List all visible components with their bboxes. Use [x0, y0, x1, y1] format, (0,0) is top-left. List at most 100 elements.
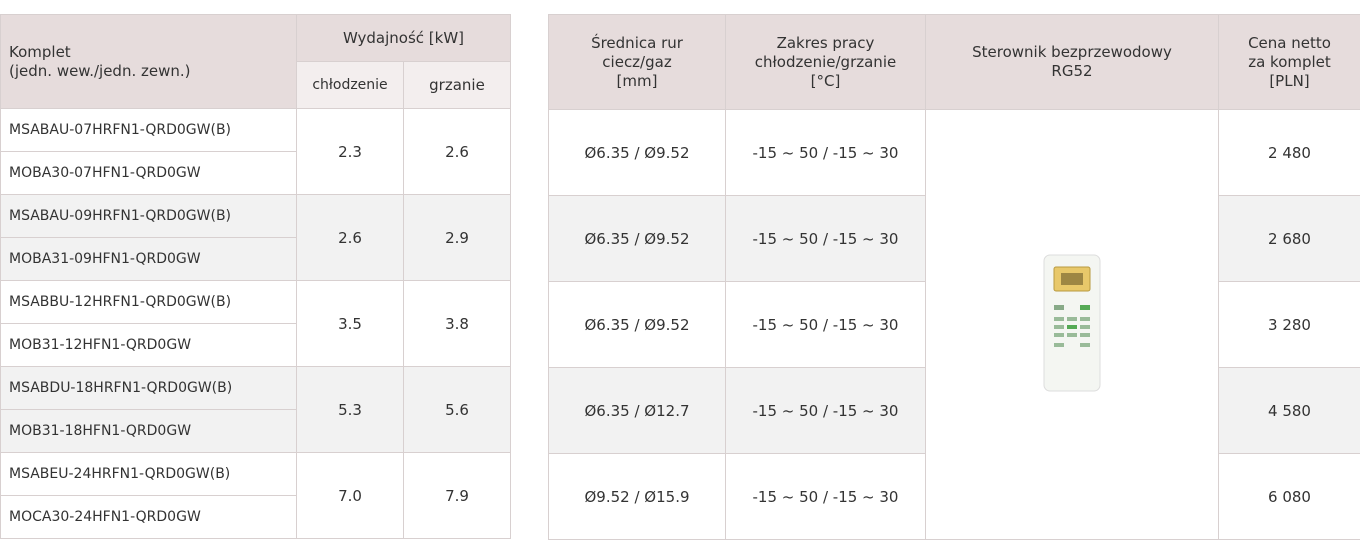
- text: 7.0: [338, 487, 362, 505]
- text-line: Sterownik bezprzewodowy: [934, 43, 1210, 62]
- controller-image-cell: [926, 110, 1219, 540]
- outdoor-unit: MOBA31-09HFN1-QRD0GW: [1, 238, 297, 281]
- left-table: Komplet(jedn. wew./jedn. zewn.) Wydajność…: [0, 14, 511, 539]
- text: MSABAU-09HRFN1-QRD0GW(B): [9, 208, 231, 224]
- text: MSABAU-07HRFN1-QRD0GW(B): [9, 122, 231, 138]
- price: 4 580: [1219, 368, 1360, 454]
- text: Ø9.52 / Ø15.9: [585, 488, 690, 506]
- text-line: chłodzenie/grzanie: [734, 53, 917, 72]
- text: 6 080: [1268, 488, 1311, 506]
- text: 3 280: [1268, 316, 1311, 334]
- text: Ø6.35 / Ø9.52: [585, 316, 690, 334]
- text: -15 ~ 50 / -15 ~ 30: [753, 316, 899, 334]
- range: -15 ~ 50 / -15 ~ 30: [726, 110, 926, 196]
- text: 4 580: [1268, 402, 1311, 420]
- text: MOB31-18HFN1-QRD0GW: [9, 423, 191, 439]
- outdoor-unit: MOBA30-07HFN1-QRD0GW: [1, 152, 297, 195]
- text: 2 680: [1268, 230, 1311, 248]
- remote-image: [1042, 253, 1102, 393]
- indoor-unit: MSABEU-24HRFN1-QRD0GW(B): [1, 453, 297, 496]
- heating: 7.9: [404, 453, 511, 539]
- text: grzanie: [429, 76, 485, 94]
- text-line: Zakres pracy: [734, 34, 917, 53]
- text: -15 ~ 50 / -15 ~ 30: [753, 144, 899, 162]
- text: MOB31-12HFN1-QRD0GW: [9, 337, 191, 353]
- text: MSABBU-12HRFN1-QRD0GW(B): [9, 294, 231, 310]
- pipes: Ø6.35 / Ø9.52: [549, 282, 726, 368]
- indoor-unit: MSABAU-07HRFN1-QRD0GW(B): [1, 109, 297, 152]
- price: 6 080: [1219, 454, 1360, 540]
- text: -15 ~ 50 / -15 ~ 30: [753, 402, 899, 420]
- text: -15 ~ 50 / -15 ~ 30: [753, 488, 899, 506]
- header-cell: Komplet(jedn. wew./jedn. zewn.): [1, 15, 297, 109]
- text: 5.3: [338, 401, 362, 419]
- range: -15 ~ 50 / -15 ~ 30: [726, 282, 926, 368]
- cooling: 3.5: [297, 281, 404, 367]
- cooling: 2.6: [297, 195, 404, 281]
- heating: 3.8: [404, 281, 511, 367]
- text-line: [°C]: [734, 72, 917, 91]
- indoor-unit: MSABDU-18HRFN1-QRD0GW(B): [1, 367, 297, 410]
- range: -15 ~ 50 / -15 ~ 30: [726, 196, 926, 282]
- header-row: Komplet(jedn. wew./jedn. zewn.)Wydajność…: [1, 15, 511, 62]
- text-line: Średnica rur: [557, 34, 717, 53]
- text: 2.3: [338, 143, 362, 161]
- text: Ø6.35 / Ø9.52: [585, 144, 690, 162]
- text-line: RG52: [934, 62, 1210, 81]
- text: 2.6: [445, 143, 469, 161]
- pipes: Ø6.35 / Ø9.52: [549, 110, 726, 196]
- outdoor-unit: MOCA30-24HFN1-QRD0GW: [1, 496, 297, 539]
- text: MOBA30-07HFN1-QRD0GW: [9, 165, 201, 181]
- text-line: Cena netto: [1227, 34, 1352, 53]
- text: Ø6.35 / Ø12.7: [585, 402, 690, 420]
- text: MSABEU-24HRFN1-QRD0GW(B): [9, 466, 230, 482]
- indoor-unit: MSABBU-12HRFN1-QRD0GW(B): [1, 281, 297, 324]
- text-line: Komplet: [9, 43, 288, 62]
- text: 5.6: [445, 401, 469, 419]
- text: -15 ~ 50 / -15 ~ 30: [753, 230, 899, 248]
- row: Ø6.35 / Ø9.52-15 ~ 50 / -15 ~ 30 2 480: [549, 110, 1360, 196]
- pipes: Ø6.35 / Ø12.7: [549, 368, 726, 454]
- heating: 5.6: [404, 367, 511, 453]
- pipes: Ø6.35 / Ø9.52: [549, 196, 726, 282]
- text: 3.8: [445, 315, 469, 333]
- outdoor-unit: MOB31-18HFN1-QRD0GW: [1, 410, 297, 453]
- cooling: 2.3: [297, 109, 404, 195]
- text: 3.5: [338, 315, 362, 333]
- header-cell: Wydajność [kW]: [297, 15, 511, 62]
- outdoor-unit: MOB31-12HFN1-QRD0GW: [1, 324, 297, 367]
- text: Wydajność [kW]: [343, 29, 464, 47]
- price: 3 280: [1219, 282, 1360, 368]
- text-line: za komplet: [1227, 53, 1352, 72]
- header-cell: Cena nettoza komplet[PLN]: [1219, 15, 1360, 110]
- left-header: Komplet(jedn. wew./jedn. zewn.) Wydajność…: [1, 15, 511, 109]
- range: -15 ~ 50 / -15 ~ 30: [726, 454, 926, 540]
- text: MOBA31-09HFN1-QRD0GW: [9, 251, 201, 267]
- cooling: 7.0: [297, 453, 404, 539]
- page: Komplet(jedn. wew./jedn. zewn.) Wydajność…: [0, 0, 1360, 549]
- subheader-cell: grzanie: [404, 62, 511, 109]
- right-table: Średnica rurciecz/gaz[mm]Zakres pracychł…: [548, 14, 1360, 540]
- text: 7.9: [445, 487, 469, 505]
- text-line: (jedn. wew./jedn. zewn.): [9, 62, 288, 81]
- heating: 2.6: [404, 109, 511, 195]
- cooling: 5.3: [297, 367, 404, 453]
- text-line: ciecz/gaz: [557, 53, 717, 72]
- indoor-unit: MSABAU-09HRFN1-QRD0GW(B): [1, 195, 297, 238]
- pipes: Ø9.52 / Ø15.9: [549, 454, 726, 540]
- subheader-cell: chłodzenie: [297, 62, 404, 109]
- text-line: [PLN]: [1227, 72, 1352, 91]
- price: 2 680: [1219, 196, 1360, 282]
- text: chłodzenie: [312, 77, 387, 93]
- text: 2.6: [338, 229, 362, 247]
- text: 2.9: [445, 229, 469, 247]
